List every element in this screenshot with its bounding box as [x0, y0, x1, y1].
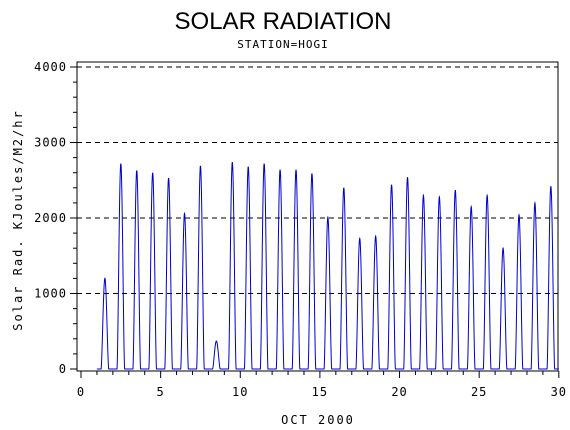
x-axis-label: OCT 2000: [281, 413, 355, 427]
chart-title: SOLAR RADIATION: [175, 8, 392, 35]
grid-lines: [77, 66, 558, 294]
x-tick-label-25: 25: [471, 385, 487, 399]
x-tick-label-30: 30: [551, 385, 567, 399]
y-tick-label-3000: 3000: [34, 136, 67, 150]
y-tick-label-4000: 4000: [34, 60, 67, 74]
y-tick-label-2000: 2000: [34, 211, 67, 225]
x-axis: 0 5 10 15 20 25 30: [77, 371, 567, 399]
x-tick-label-10: 10: [232, 385, 248, 399]
x-tick-label-15: 15: [312, 385, 328, 399]
y-axis-label: Solar Rad. KJoules/M2/hr: [11, 109, 25, 330]
x-tick-label-0: 0: [77, 385, 85, 399]
chart-subtitle: STATION=HOGI: [237, 38, 328, 51]
y-axis: 0 1000 2000 3000 4000: [34, 60, 77, 376]
series-line-solar-radiation: [96, 162, 559, 370]
x-tick-label-5: 5: [157, 385, 165, 399]
y-tick-label-1000: 1000: [34, 287, 67, 301]
x-tick-label-20: 20: [391, 385, 407, 399]
y-tick-label-0: 0: [59, 362, 67, 376]
plot-frame: [76, 61, 559, 372]
